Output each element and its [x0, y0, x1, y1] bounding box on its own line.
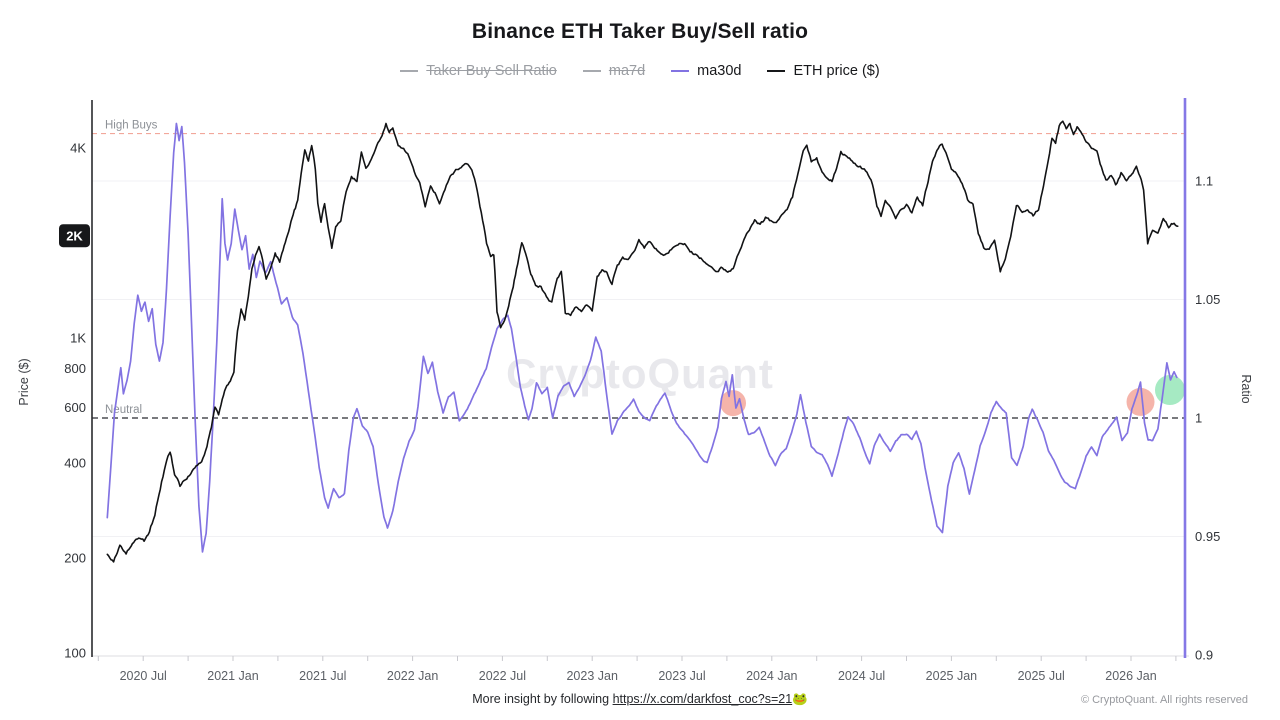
x-tick-label: 2024 Jan	[746, 669, 797, 683]
current-price-badge-label: 2K	[66, 229, 83, 244]
price-tick-label: 100	[64, 646, 86, 661]
series-eth-price-	[106, 120, 1179, 563]
ratio-tick-label: 0.95	[1195, 529, 1220, 544]
ratio-tick-label: 1	[1195, 411, 1202, 426]
legend-label: ma7d	[608, 63, 646, 79]
legend-label: ETH price ($)	[793, 63, 880, 79]
footer-note: More insight by following https://x.com/…	[0, 692, 1280, 707]
x-tick-label: 2022 Jul	[479, 669, 526, 683]
red-marker-2023	[720, 390, 747, 417]
hline-label: High Buys	[105, 120, 158, 132]
footer-note-text: More insight by following	[472, 692, 613, 706]
price-tick-label: 600	[64, 400, 86, 415]
price-tick-label: 4K	[70, 140, 86, 155]
price-tick-label: 800	[64, 361, 86, 376]
red-marker-2026	[1126, 387, 1155, 416]
price-tick-label: 200	[64, 551, 86, 566]
footer-link[interactable]: https://x.com/darkfost_coc?s=21	[612, 692, 793, 706]
price-tick-label: 400	[64, 456, 86, 471]
ratio-tick-label: 0.9	[1195, 648, 1213, 663]
x-tick-label: 2025 Jan	[926, 669, 977, 683]
x-tick-label: 2024 Jul	[838, 669, 885, 683]
x-tick-label: 2023 Jan	[566, 669, 617, 683]
copyright-text: © CryptoQuant. All rights reserved	[1080, 694, 1248, 706]
current-price-badge	[59, 224, 90, 248]
x-tick-label: 2023 Jul	[658, 669, 705, 683]
x-tick-label: 2026 Jan	[1105, 669, 1156, 683]
x-tick-label: 2022 Jan	[387, 669, 438, 683]
series-ma30d	[106, 122, 1178, 553]
ratio-tick-label: 1.1	[1195, 174, 1213, 189]
legend: Taker Buy Sell Ratio ma7d ma30d ETH price (…	[0, 63, 1280, 79]
price-tick-label: 1K	[70, 330, 86, 345]
legend-label: Taker Buy Sell Ratio	[426, 63, 557, 79]
frog-emoji: 🐸	[792, 692, 808, 706]
legend-marker	[400, 70, 419, 72]
x-tick-label: 2021 Jan	[207, 669, 258, 683]
legend-label: ma30d	[697, 63, 742, 79]
legend-marker	[582, 70, 601, 72]
ratio-tick-label: 1.05	[1195, 292, 1220, 307]
legend-item-taker-buy-sell-ratio[interactable]: Taker Buy Sell Ratio	[400, 63, 557, 79]
legend-marker	[671, 70, 690, 72]
chart-title: Binance ETH Taker Buy/Sell ratio	[471, 20, 809, 43]
x-tick-label: 2021 Jul	[299, 669, 346, 683]
x-tick-label: 2020 Jul	[120, 669, 167, 683]
x-tick-label: 2025 Jul	[1018, 669, 1065, 683]
legend-marker	[767, 70, 786, 72]
legend-item-ma7d[interactable]: ma7d	[582, 63, 646, 79]
legend-item-ma30d[interactable]: ma30d	[671, 63, 741, 79]
legend-item-eth-price-[interactable]: ETH price ($)	[767, 63, 880, 79]
hline-label: Neutral	[105, 404, 142, 416]
